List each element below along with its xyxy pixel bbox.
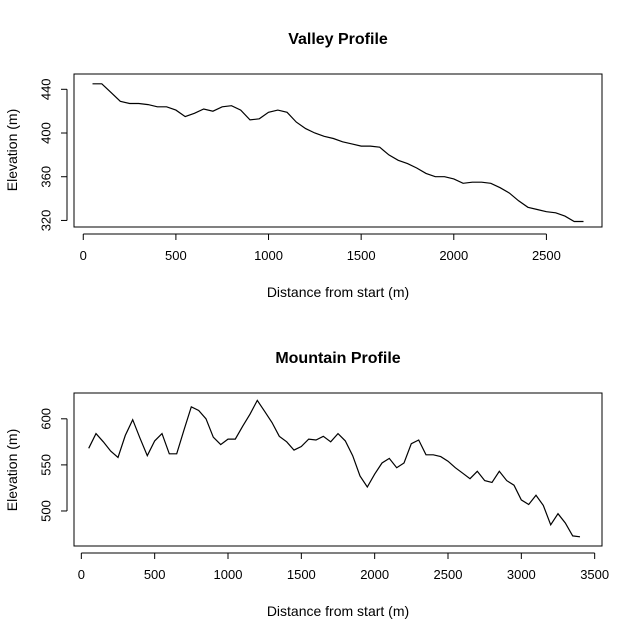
x-tick-label: 1500 [287,567,316,582]
y-axis: 320 360 400 440 [39,78,68,231]
x-tick-label: 1000 [214,567,243,582]
y-axis-label: Elevation (m) [4,109,20,191]
y-tick-label: 320 [39,210,54,232]
y-tick-label: 360 [39,166,54,188]
x-tick-label: 2500 [532,248,561,263]
series-line [88,399,581,538]
chart-title: Valley Profile [288,31,388,48]
y-axis: 500 550 600 [39,408,68,522]
y-tick-label: 440 [39,78,54,100]
x-tick-label: 0 [78,567,85,582]
mountain-profile-panel: Mountain Profile Distance from start (m)… [4,350,609,619]
x-axis: 0 500 1000 1500 2000 2500 3000 3500 [78,552,609,582]
y-tick-label: 400 [39,122,54,144]
y-axis-label: Elevation (m) [4,429,20,511]
x-tick-label: 2500 [434,567,463,582]
x-axis: 0 500 1000 1500 2000 2500 [80,233,561,263]
x-tick-label: 3000 [507,567,536,582]
plot-frame [73,73,603,228]
y-tick-label: 600 [39,408,54,430]
x-axis-label: Distance from start (m) [267,603,409,619]
x-tick-label: 500 [165,248,187,263]
x-axis-label: Distance from start (m) [267,284,409,300]
y-tick-label: 550 [39,454,54,476]
x-tick-label: 2000 [360,567,389,582]
chart-title: Mountain Profile [275,350,400,367]
y-tick-label: 500 [39,500,54,522]
valley-profile-panel: Valley Profile Distance from start (m) E… [4,31,603,300]
x-tick-label: 3500 [580,567,609,582]
x-tick-label: 0 [80,248,87,263]
x-tick-label: 500 [144,567,166,582]
x-tick-label: 1000 [254,248,283,263]
plot-frame [73,392,603,547]
x-tick-label: 1500 [347,248,376,263]
series-line [92,83,584,223]
x-tick-label: 2000 [439,248,468,263]
